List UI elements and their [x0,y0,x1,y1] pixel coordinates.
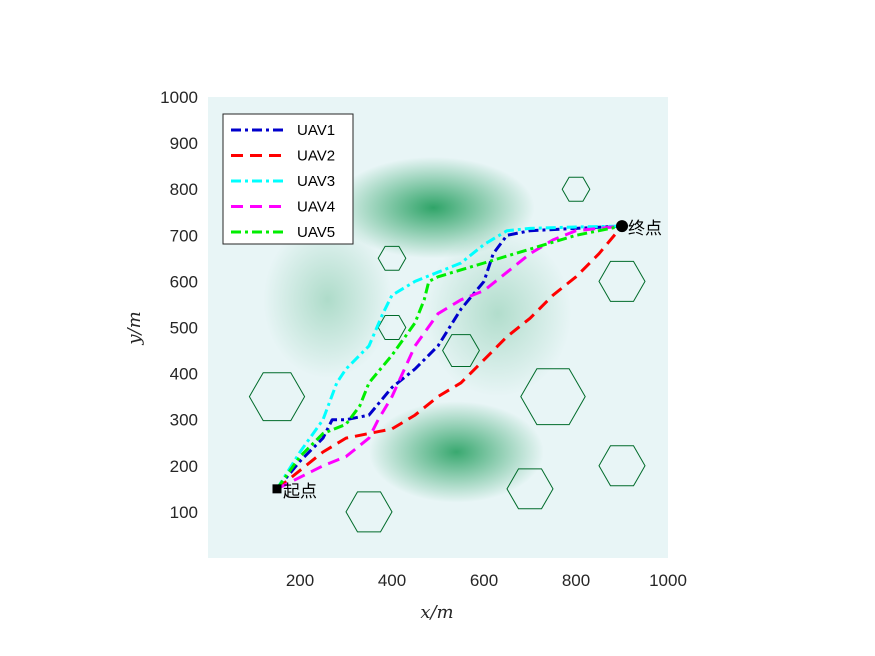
y-axis-label: y/m [124,311,145,345]
x-tick-label: 1000 [649,571,687,590]
series-line-uav1 [275,224,623,490]
y-tick-label: 200 [170,457,198,476]
legend-box [222,113,354,245]
obstacle-hexagon [561,176,591,202]
x-tick-label: 200 [286,571,314,590]
legend-label: UAV5 [297,224,335,241]
start-label: 起点 [283,482,317,502]
x-tick-label: 800 [562,571,590,590]
obstacle-hexagon [520,368,586,426]
terrain-peak [424,230,572,397]
y-tick-label: 300 [170,411,198,430]
start-marker [272,484,282,494]
path-layer [275,224,624,491]
legend-label: UAV1 [297,122,335,139]
terrain-peak [263,221,392,379]
obstacle-hexagon [442,334,480,367]
legend-label: UAV2 [297,148,335,165]
x-tick-label: 600 [470,571,498,590]
marker-layer: 起点 终点 [272,219,662,502]
x-axis-label: x/m [420,602,453,623]
end-label: 终点 [628,219,662,239]
obstacle-hexagon [377,245,407,271]
obstacle-hexagon [598,445,646,487]
legend-label: UAV4 [297,199,335,216]
obstacle-hexagon [506,468,554,510]
legend-label: UAV3 [297,173,335,190]
y-tick-label: 500 [170,319,198,338]
y-tick-label: 400 [170,365,198,384]
obstacle-hexagon [345,491,393,533]
y-tick-labels: 100 200 300 400 500 600 700 800 900 1000 [160,88,198,522]
obstacle-layer [248,176,646,533]
y-tick-label: 600 [170,272,198,291]
y-tick-label: 800 [170,180,198,199]
y-tick-label: 1000 [160,88,198,107]
obstacle-hexagon [248,372,306,422]
y-tick-label: 100 [170,503,198,522]
terrain-peak [369,401,544,503]
y-tick-label: 700 [170,226,198,245]
x-tick-labels: 200 400 600 800 1000 [286,571,687,590]
y-tick-label: 900 [170,134,198,153]
x-tick-label: 400 [378,571,406,590]
series-line-uav3 [275,224,623,490]
end-marker [616,220,628,233]
obstacle-hexagon [598,260,646,302]
legend: UAV1 UAV2 UAV3 UAV4 UAV5 [222,113,354,245]
